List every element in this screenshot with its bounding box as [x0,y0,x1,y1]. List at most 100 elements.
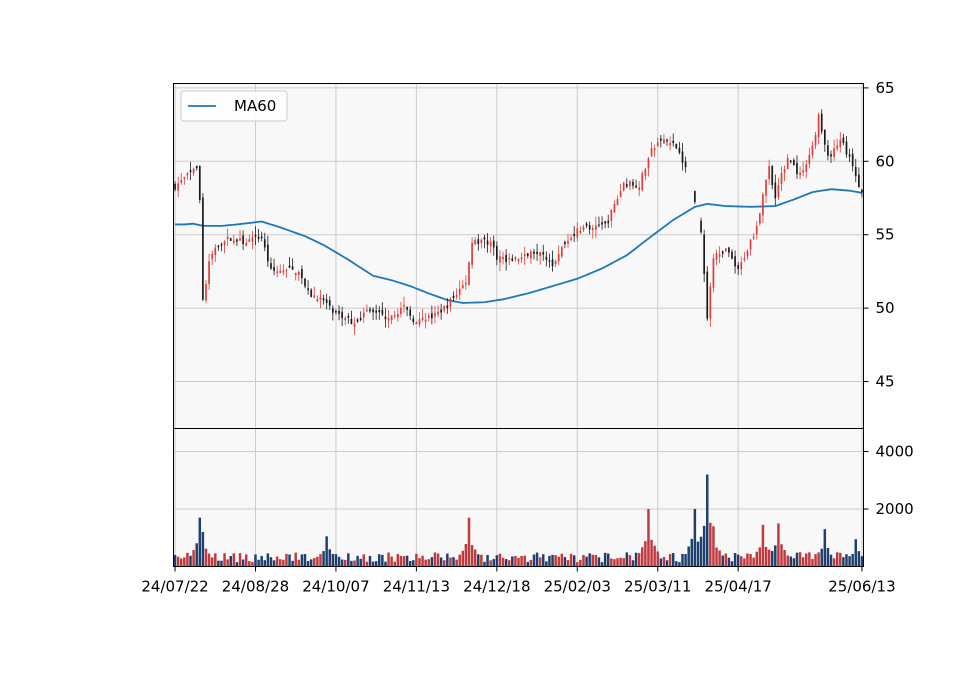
volume-bar [464,543,468,567]
candle-body [783,169,786,173]
candle-body [854,166,857,177]
volume-bar [600,562,604,567]
volume-bar [396,554,400,567]
candle-body [802,170,805,173]
candle-body [514,257,517,260]
volume-bar [241,559,245,567]
candle-body [663,139,665,144]
volume-bar [195,543,198,567]
volume-bar [755,551,758,567]
volume-bar [603,552,607,567]
volume-bar [628,555,632,567]
candle-body [223,241,226,246]
volume-bar [792,558,796,567]
volume-bar [511,556,514,567]
volume-bar [563,557,567,567]
candle-body [625,184,628,187]
volume-bar [554,555,557,567]
x-axis: 24/07/22 24/08/28 24/10/07 24/11/13 24/12/18… [141,566,896,596]
volume-bar [368,555,372,567]
candle-body [505,254,507,263]
volume-bar [483,561,486,567]
volume-bar [752,557,755,567]
candle-body [226,236,229,240]
candle-body [703,234,706,275]
volume-bar [393,561,396,567]
candle-body [789,160,792,162]
candle-body [239,238,241,241]
candle-body [548,260,551,262]
volume-bar [684,554,687,567]
candle-body [248,239,251,242]
volume-bar [470,545,474,567]
candle-body [440,309,442,313]
volume-bar [845,554,848,567]
candle-body [861,189,863,193]
candle-body [771,165,774,186]
ma-layer [175,188,863,304]
volume-bar [566,560,570,567]
volume-bar [279,559,282,567]
candle-body [632,181,634,186]
candle-body [758,213,761,224]
volume-bar [727,557,731,567]
candle-body [666,139,668,142]
volume-bar [309,559,313,567]
volume-bar [576,562,579,567]
candle-body [573,233,576,237]
volume-bar [551,554,554,567]
volume-bar [378,554,381,567]
volume-bar [823,529,827,567]
volume-bar [480,554,483,567]
volume-bar [712,526,715,567]
candle-body [774,182,777,199]
volume-bar [405,555,409,567]
candle-body [276,271,279,273]
candle-body [406,306,408,310]
candle-body [644,169,647,176]
candle-body [629,181,631,187]
x-tick-label: 24/11/13 [383,578,450,596]
volume-bar [650,539,653,567]
candle-body [211,254,214,259]
volume-bar [399,556,403,567]
candle-body [362,312,365,318]
x-tick-label: 24/07/22 [141,578,208,596]
candle-body [356,319,359,322]
candle-body [384,316,387,320]
candle-body [325,299,328,303]
candle-body [359,317,362,321]
candle-body [833,148,835,157]
candle-body [205,283,207,301]
volume-bar [594,555,598,567]
volume-bar [740,556,743,567]
price-tick-label: 65 [876,79,895,97]
x-tick-label: 24/10/07 [302,578,369,596]
volume-bar [489,560,492,567]
volume-bar [183,557,186,567]
volume-bar [647,509,650,567]
candle-body [718,254,721,257]
candle-body [786,158,789,169]
candle-body [229,238,232,241]
candle-body [641,173,644,191]
candle-body [613,204,616,213]
candle-body [471,242,473,265]
volume-bar [588,553,591,567]
candle-body [700,220,702,233]
legend: MA60 [180,90,288,122]
volume-bar [699,536,703,567]
candle-body [539,252,542,256]
candle-body [461,285,464,288]
volume-bar [424,559,427,567]
volume-bar [207,553,211,567]
candle-body [533,251,535,254]
candle-body [526,253,529,256]
volume-bar [545,561,548,567]
candle-body [848,154,851,157]
candle-body [582,226,585,230]
candle-body [297,271,300,276]
candle-body [489,241,492,247]
candle-body [174,183,176,190]
volume-bar [458,554,461,567]
